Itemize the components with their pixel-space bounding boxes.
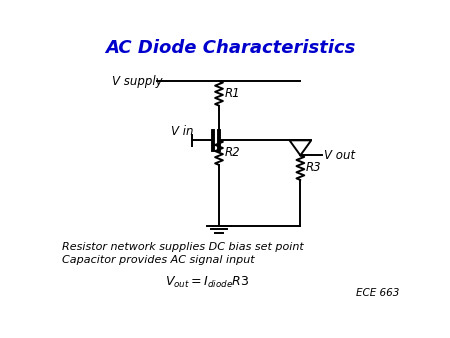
- Text: $V_{out}=I_{diode}R3$: $V_{out}=I_{diode}R3$: [165, 275, 249, 290]
- Text: R1: R1: [225, 87, 240, 100]
- Text: V in: V in: [171, 125, 193, 138]
- Text: AC Diode Characteristics: AC Diode Characteristics: [105, 39, 356, 57]
- Text: Resistor network supplies DC bias set point: Resistor network supplies DC bias set po…: [62, 242, 304, 251]
- Text: V out: V out: [324, 149, 355, 162]
- Text: R3: R3: [306, 161, 322, 174]
- Text: R2: R2: [225, 146, 240, 159]
- Text: V supply: V supply: [112, 75, 163, 88]
- Text: Capacitor provides AC signal input: Capacitor provides AC signal input: [62, 255, 255, 265]
- Text: ECE 663: ECE 663: [356, 288, 399, 298]
